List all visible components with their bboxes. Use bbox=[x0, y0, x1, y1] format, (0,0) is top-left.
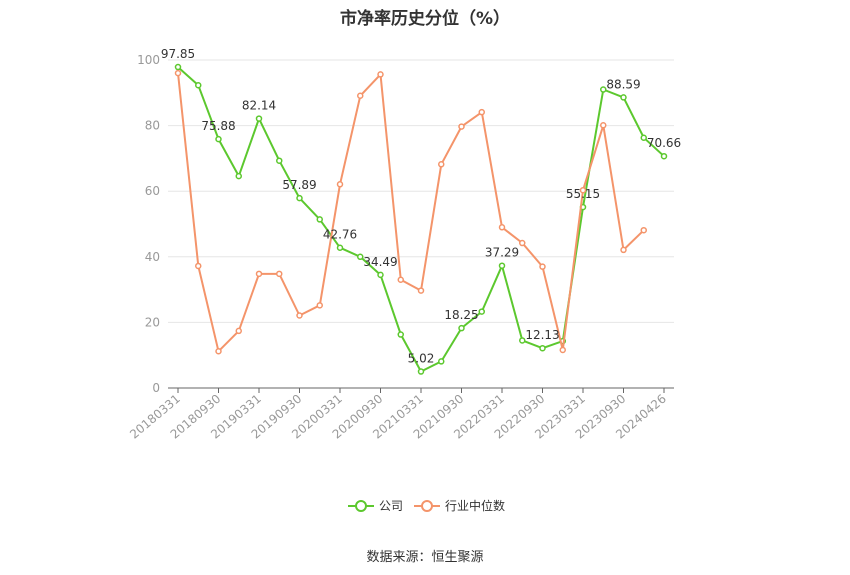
data-point-2 bbox=[519, 239, 526, 247]
data-point-2 bbox=[235, 327, 242, 335]
data-point-1 bbox=[296, 194, 303, 202]
data-point-1 bbox=[255, 115, 263, 122]
data-source: 数据来源：恒生聚源 bbox=[366, 550, 484, 565]
data-label: 34.49 bbox=[363, 255, 397, 269]
data-label: 55.15 bbox=[566, 187, 600, 201]
series-line-1 bbox=[177, 66, 665, 373]
data-label: 75.88 bbox=[201, 119, 235, 133]
data-label: 42.76 bbox=[323, 228, 357, 242]
data-point-1 bbox=[539, 344, 546, 352]
y-tick-label: 100 bbox=[137, 53, 160, 67]
data-point-2 bbox=[174, 69, 182, 77]
data-point-2 bbox=[620, 246, 627, 254]
data-point-2 bbox=[357, 92, 364, 100]
data-point-2 bbox=[600, 122, 607, 129]
data-point-2 bbox=[478, 108, 485, 116]
data-label: 88.59 bbox=[606, 77, 640, 91]
data-labels: 97.85 75.88 82.14 57.89 42.76 34.49 5.02 18.25 3… bbox=[161, 47, 681, 365]
legend-label-2: 行业中位数 bbox=[445, 498, 505, 513]
data-point-2 bbox=[458, 123, 465, 130]
data-point-2 bbox=[276, 270, 283, 278]
data-point-1 bbox=[316, 216, 323, 223]
y-tick-label: 40 bbox=[145, 250, 160, 264]
data-point-1 bbox=[498, 262, 506, 269]
data-point-1 bbox=[600, 86, 607, 93]
data-label: 57.89 bbox=[282, 178, 316, 192]
data-label: 5.02 bbox=[408, 352, 435, 366]
data-point-1 bbox=[620, 94, 627, 101]
data-point-2 bbox=[377, 71, 384, 78]
data-point-1 bbox=[377, 271, 384, 279]
y-tick-label: 20 bbox=[145, 315, 160, 329]
data-point-2 bbox=[215, 348, 222, 355]
data-point-2 bbox=[559, 346, 566, 354]
data-point-2 bbox=[417, 287, 425, 294]
legend-marker-2 bbox=[421, 500, 433, 512]
data-point-1 bbox=[478, 308, 485, 315]
data-label: 12.13 bbox=[525, 328, 559, 342]
data-point-2 bbox=[296, 312, 303, 319]
data-point-1 bbox=[660, 152, 668, 160]
data-point-1 bbox=[357, 253, 364, 261]
data-point-2 bbox=[316, 302, 323, 309]
data-point-2 bbox=[195, 262, 202, 270]
data-point-1 bbox=[195, 82, 202, 89]
data-label: 82.14 bbox=[242, 99, 276, 113]
data-point-1 bbox=[519, 337, 526, 344]
y-tick-label: 0 bbox=[152, 381, 160, 395]
chart-title: 市净率历史分位（%） bbox=[339, 9, 511, 29]
legend[interactable]: 公司 行业中位数 bbox=[348, 498, 505, 513]
data-point-1 bbox=[640, 134, 647, 141]
y-tick-label: 60 bbox=[145, 184, 160, 198]
y-tick-label: 80 bbox=[145, 119, 160, 133]
data-point-2 bbox=[539, 263, 546, 270]
data-point-2 bbox=[438, 161, 445, 168]
data-label: 70.66 bbox=[647, 136, 681, 150]
data-point-1 bbox=[235, 172, 242, 180]
data-point-2 bbox=[579, 186, 587, 194]
series-line-2 bbox=[177, 72, 645, 353]
data-point-1 bbox=[458, 324, 465, 332]
data-point-2 bbox=[255, 270, 263, 278]
data-point-2 bbox=[336, 181, 344, 188]
data-point-1 bbox=[336, 244, 344, 251]
data-label: 37.29 bbox=[485, 246, 519, 260]
data-point-1 bbox=[417, 368, 425, 375]
data-label: 97.85 bbox=[161, 47, 195, 61]
legend-marker-1 bbox=[355, 500, 367, 512]
data-point-1 bbox=[397, 331, 404, 338]
series-layer bbox=[174, 63, 668, 375]
data-point-1 bbox=[215, 135, 222, 143]
data-point-1 bbox=[438, 358, 445, 365]
axes: 0204060801002018033120180930201903312019… bbox=[127, 53, 674, 442]
data-point-1 bbox=[276, 157, 283, 164]
grid-lines bbox=[168, 59, 674, 323]
data-point-1 bbox=[174, 63, 182, 71]
data-point-2 bbox=[397, 276, 404, 284]
legend-label-1: 公司 bbox=[379, 499, 403, 513]
data-label: 18.25 bbox=[444, 308, 478, 322]
data-point-2 bbox=[640, 226, 647, 234]
data-point-2 bbox=[498, 224, 506, 231]
